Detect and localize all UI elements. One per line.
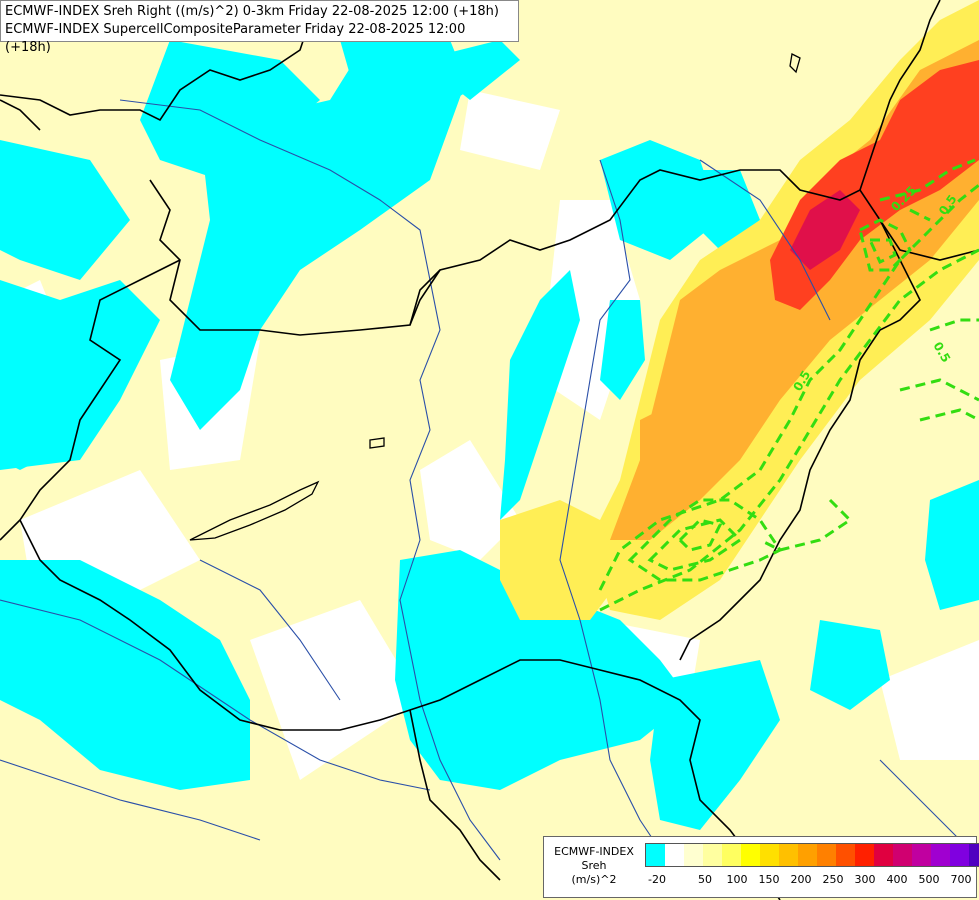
lakes [189, 53, 801, 541]
legend-swatch [646, 844, 665, 866]
legend-tick-label: -20 [648, 873, 666, 886]
legend-swatch [760, 844, 779, 866]
legend-swatch [798, 844, 817, 866]
legend-swatch [836, 844, 855, 866]
legend-tick-label: 100 [726, 873, 748, 886]
legend-swatch [817, 844, 836, 866]
legend-unit: (m/s)^2 [571, 873, 617, 886]
legend-swatch [931, 844, 950, 866]
color-legend: ECMWF-INDEX Sreh (m/s)^2 -20 50 100 150 200 2… [543, 836, 979, 898]
legend-tick-label: 400 [886, 873, 908, 886]
legend-swatch [855, 844, 874, 866]
legend-tick-label: 50 [698, 873, 712, 886]
legend-swatches [645, 843, 979, 867]
legend-tick-label: 500 [918, 873, 940, 886]
legend-swatch [741, 844, 760, 866]
legend-tick-label: 300 [854, 873, 876, 886]
legend-swatch [779, 844, 798, 866]
title-line-2: ECMWF-INDEX SupercellCompositeParameter … [5, 22, 466, 55]
legend-swatch [893, 844, 912, 866]
rivers [0, 99, 961, 881]
map-title: ECMWF-INDEX Sreh Right ((m/s)^2) 0-3km F… [0, 0, 519, 55]
legend-swatch [684, 844, 703, 866]
legend-swatch [703, 844, 722, 866]
scp-contours [598, 158, 979, 612]
legend-tick-label: 250 [822, 873, 844, 886]
warm-zones [500, 0, 979, 620]
legend-swatch [874, 844, 893, 866]
legend-source: ECMWF-INDEX [554, 845, 634, 858]
legend-swatch [969, 844, 979, 866]
legend-tick-label: 200 [790, 873, 812, 886]
legend-swatch [950, 844, 969, 866]
legend-swatch [722, 844, 741, 866]
legend-swatch [912, 844, 931, 866]
cyan-zones [0, 20, 979, 830]
legend-tick-label: 150 [758, 873, 780, 886]
legend-ticks: -20 50 100 150 200 250 300 400 500 700 [645, 873, 975, 887]
legend-title: ECMWF-INDEX Sreh (m/s)^2 [548, 845, 640, 887]
legend-variable: Sreh [581, 859, 607, 872]
legend-tick-label: 700 [950, 873, 972, 886]
title-line-1: ECMWF-INDEX Sreh Right ((m/s)^2) 0-3km F… [5, 4, 499, 19]
legend-swatch [665, 844, 684, 866]
